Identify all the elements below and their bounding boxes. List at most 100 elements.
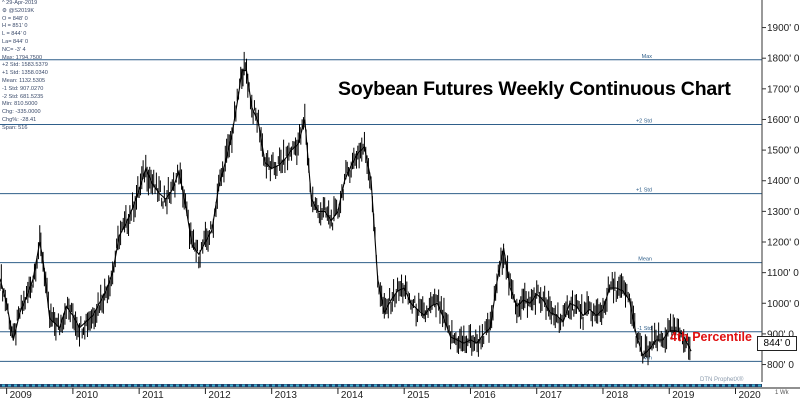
volume-strip-dash bbox=[122, 384, 125, 387]
volume-strip-dash bbox=[446, 384, 449, 387]
x-axis: 2009 2010 2011 2012 2013 2014 2015 2016 2017 2018… bbox=[0, 387, 800, 400]
volume-strip-dash bbox=[482, 384, 485, 387]
y-axis: 800' 0 900' 0 1000' 0 1100' 0 1200' 0 1300' 0… bbox=[761, 0, 800, 382]
volume-strip-dash bbox=[332, 384, 335, 387]
volume-strip-dash bbox=[638, 384, 641, 387]
volume-strip-dash bbox=[698, 384, 701, 387]
chart-title: Soybean Futures Weekly Continuous Chart bbox=[338, 78, 731, 100]
volume-strip-dash bbox=[350, 384, 353, 387]
reference-line-label: +1 Std bbox=[636, 188, 652, 194]
info-line: NC= -3' 4 bbox=[2, 46, 26, 53]
volume-strip-dash bbox=[158, 384, 161, 387]
volume-strip-dash bbox=[392, 384, 395, 387]
volume-strip-dash bbox=[602, 384, 605, 387]
y-tick-label: 1400' 0 bbox=[767, 176, 800, 187]
volume-strip-dash bbox=[458, 384, 461, 387]
volume-strip-dash bbox=[2, 384, 5, 387]
x-tick-label: 2018 bbox=[606, 390, 629, 400]
timeframe-label: 1 Wk bbox=[775, 390, 789, 396]
volume-strip-dash bbox=[338, 384, 341, 387]
volume-strip-dash bbox=[590, 384, 593, 387]
volume-strip-dash bbox=[266, 384, 269, 387]
volume-strip-dash bbox=[164, 384, 167, 387]
info-line: Max: 1794.7500 bbox=[2, 54, 43, 61]
volume-strip-dash bbox=[692, 384, 695, 387]
last-price-label: 844' 0 bbox=[757, 336, 797, 351]
volume-strip-dash bbox=[704, 384, 707, 387]
volume-strip-dash bbox=[278, 384, 281, 387]
info-line: Chg: -335.0000 bbox=[2, 109, 41, 116]
volume-strip-dash bbox=[686, 384, 689, 387]
volume-strip-dash bbox=[92, 384, 95, 387]
volume-strip-dash bbox=[230, 384, 233, 387]
volume-strip-dash bbox=[572, 384, 575, 387]
volume-strip-dash bbox=[608, 384, 611, 387]
volume-strip bbox=[0, 384, 762, 387]
x-tick-label: 2020 bbox=[738, 390, 761, 400]
volume-strip-dash bbox=[428, 384, 431, 387]
volume-strip-dash bbox=[662, 384, 665, 387]
volume-strip-dash bbox=[236, 384, 239, 387]
volume-strip-dash bbox=[422, 384, 425, 387]
volume-strip-dash bbox=[362, 384, 365, 387]
volume-strip-dash bbox=[62, 384, 65, 387]
volume-strip-dash bbox=[254, 384, 257, 387]
volume-strip-dash bbox=[98, 384, 101, 387]
x-tick-label: 2012 bbox=[208, 390, 231, 400]
info-line: ⚙ @S2019K bbox=[2, 7, 35, 14]
volume-strip-dash bbox=[296, 384, 299, 387]
volume-strip-dash bbox=[182, 384, 185, 387]
volume-strip-dash bbox=[32, 384, 35, 387]
x-tick-label: 2015 bbox=[407, 390, 430, 400]
volume-strip-dash bbox=[290, 384, 293, 387]
volume-strip-dash bbox=[668, 384, 671, 387]
volume-strip-dash bbox=[206, 384, 209, 387]
volume-strip-dash bbox=[284, 384, 287, 387]
volume-strip-dash bbox=[524, 384, 527, 387]
volume-strip-dash bbox=[176, 384, 179, 387]
info-line: Span: 516 bbox=[2, 124, 28, 131]
info-line: O = 848' 0 bbox=[2, 15, 28, 22]
volume-strip-dash bbox=[722, 384, 725, 387]
volume-strip-dash bbox=[440, 384, 443, 387]
volume-strip-dash bbox=[260, 384, 263, 387]
y-tick-label: 1600' 0 bbox=[767, 115, 800, 126]
volume-strip-dash bbox=[578, 384, 581, 387]
y-tick-label: 1500' 0 bbox=[767, 146, 800, 157]
volume-strip-dash bbox=[734, 384, 737, 387]
volume-strip-dash bbox=[584, 384, 587, 387]
watermark: DTN ProphetX® bbox=[700, 377, 744, 383]
info-line: ^ 29-Apr-2019 bbox=[2, 0, 38, 6]
volume-strip-dash bbox=[140, 384, 143, 387]
volume-strip-dash bbox=[494, 384, 497, 387]
volume-strip-dash bbox=[326, 384, 329, 387]
volume-strip-dash bbox=[488, 384, 491, 387]
volume-strip-dash bbox=[80, 384, 83, 387]
volume-strip-dash bbox=[224, 384, 227, 387]
percentile-callout: 4th Percentile bbox=[670, 330, 752, 344]
info-line: -2 Std: 681.5235 bbox=[2, 93, 44, 100]
volume-strip-dash bbox=[86, 384, 89, 387]
volume-strip-dash bbox=[644, 384, 647, 387]
volume-strip-dash bbox=[716, 384, 719, 387]
volume-strip-dash bbox=[518, 384, 521, 387]
volume-strip-dash bbox=[674, 384, 677, 387]
volume-strip-dash bbox=[242, 384, 245, 387]
volume-strip-dash bbox=[434, 384, 437, 387]
volume-strip-dash bbox=[548, 384, 551, 387]
volume-strip-dash bbox=[272, 384, 275, 387]
volume-strip-dash bbox=[116, 384, 119, 387]
volume-strip-dash bbox=[368, 384, 371, 387]
y-tick-label: 1000' 0 bbox=[767, 299, 800, 310]
volume-strip-dash bbox=[302, 384, 305, 387]
volume-strip-dash bbox=[470, 384, 473, 387]
volume-strip-dash bbox=[740, 384, 743, 387]
info-line: +1 Std: 1358.0340 bbox=[2, 70, 48, 77]
volume-strip-dash bbox=[68, 384, 71, 387]
info-line: L = 844' 0 bbox=[2, 31, 27, 38]
volume-strip-dash bbox=[374, 384, 377, 387]
x-tick-label: 2010 bbox=[76, 390, 99, 400]
volume-strip-dash bbox=[614, 384, 617, 387]
